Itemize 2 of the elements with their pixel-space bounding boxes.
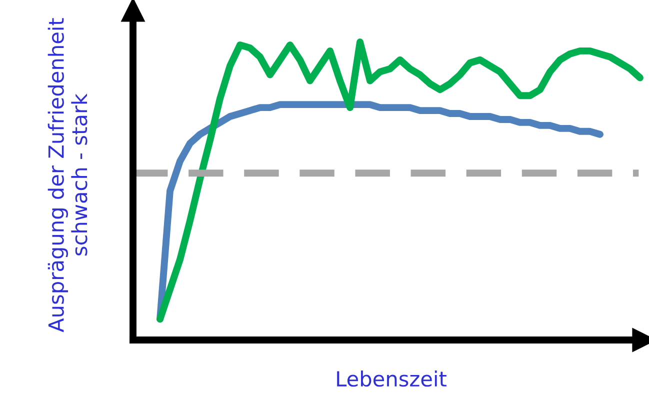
y-axis-title: Ausprägung der Zufriedenheit schwach - stark <box>48 18 88 332</box>
x-axis-title: Lebenszeit <box>337 370 446 387</box>
